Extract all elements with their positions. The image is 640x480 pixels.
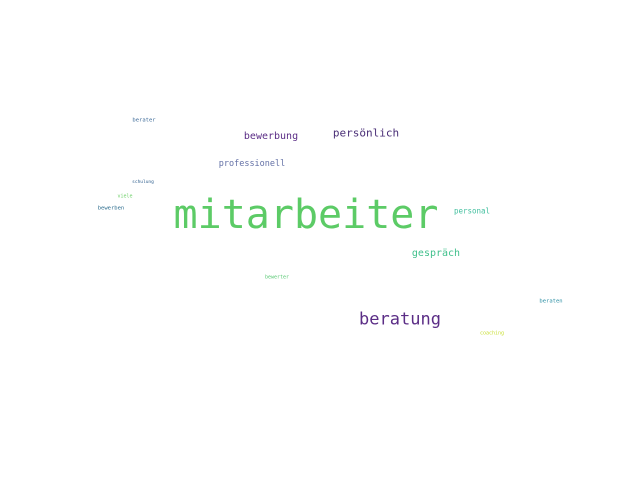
- word-schulung: schulung: [132, 179, 154, 185]
- word-persoenlich: persönlich: [332, 126, 400, 140]
- word-bewerben: bewerben: [97, 205, 125, 212]
- word-berater: berater: [132, 117, 156, 124]
- word-mitarbeiter: mitarbeiter: [173, 192, 439, 238]
- word-professionell: professionell: [218, 158, 286, 169]
- word-bewerbung: bewerbung: [243, 131, 299, 142]
- word-beraten: beraten: [539, 298, 563, 305]
- word-coaching: coaching: [479, 330, 505, 337]
- word-personal: personal: [453, 206, 491, 216]
- word-bewerter: bewerter: [264, 274, 290, 281]
- word-gespraech: gespräch: [411, 248, 461, 259]
- word-viele: viele: [117, 193, 133, 200]
- word-beratung: beratung: [359, 309, 441, 330]
